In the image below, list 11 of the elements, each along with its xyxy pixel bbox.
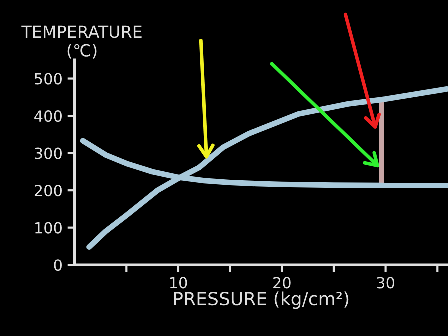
x-axis-title: PRESSURE (kg/cm²) [174, 292, 349, 310]
y-tick-label: 0 [54, 260, 62, 272]
x-tick-label: 10 [170, 277, 188, 289]
y-tick-label: 500 [35, 73, 62, 85]
y-tick-label: 400 [34, 110, 62, 122]
y-tick-label: 100 [36, 222, 62, 234]
x-tick-label: 30 [377, 277, 395, 289]
y-axis-title: TEMPERATURE (℃) [22, 26, 142, 59]
y-tick-label: 300 [35, 148, 62, 160]
x-tick-label: 20 [274, 277, 291, 289]
y-tick-label: 200 [34, 185, 62, 197]
